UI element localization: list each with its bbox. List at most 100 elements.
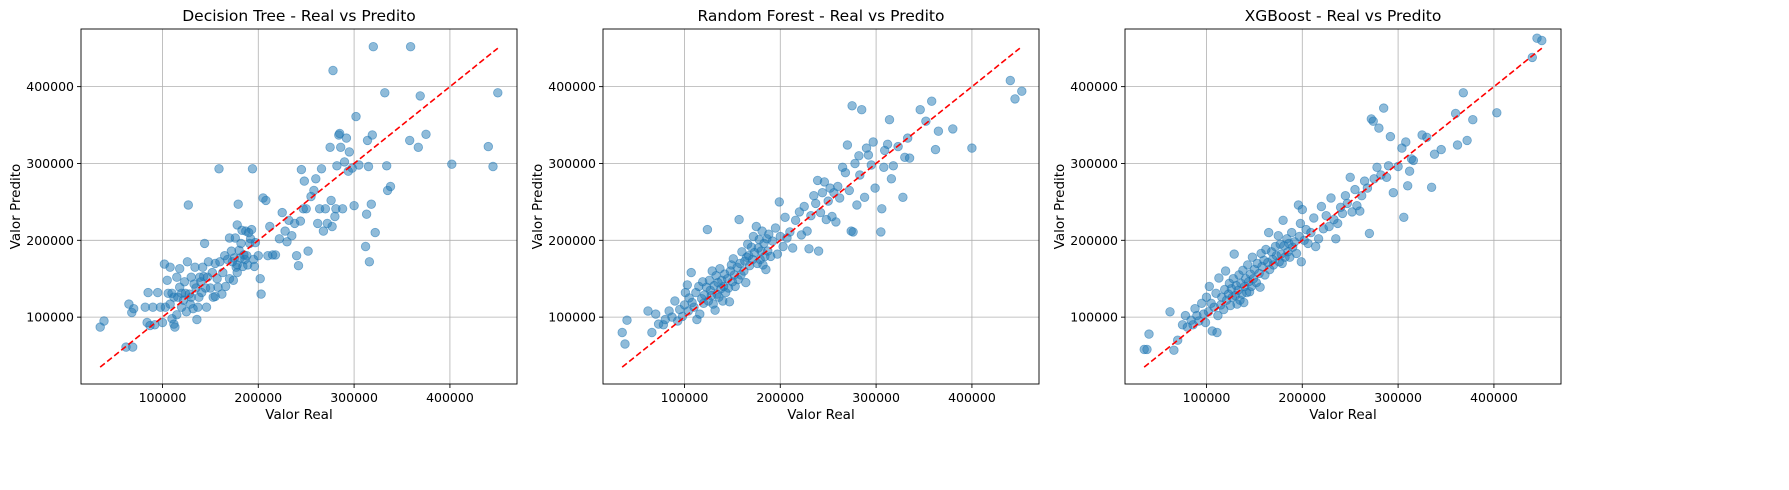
data-point xyxy=(866,160,877,170)
data-point xyxy=(1364,228,1375,239)
scatter-points xyxy=(95,42,503,352)
data-point xyxy=(174,264,185,274)
data-point xyxy=(833,181,843,192)
data-point xyxy=(318,226,329,236)
data-point xyxy=(311,174,321,184)
data-point xyxy=(933,126,944,136)
data-point xyxy=(301,204,311,214)
data-point xyxy=(366,199,377,209)
data-point xyxy=(291,250,302,261)
data-point xyxy=(848,227,858,237)
y-tick-label: 200000 xyxy=(548,233,596,248)
data-point xyxy=(197,262,208,272)
data-point xyxy=(854,151,864,161)
reference-line xyxy=(1143,47,1543,368)
data-point xyxy=(361,209,372,219)
x-tick-label: 100000 xyxy=(139,390,187,405)
data-point xyxy=(256,289,266,299)
data-point xyxy=(617,327,627,338)
data-point xyxy=(320,204,331,214)
data-point xyxy=(493,88,503,98)
data-point xyxy=(1355,206,1365,216)
data-point xyxy=(670,296,680,306)
data-point xyxy=(1229,249,1239,259)
x-tick-label: 300000 xyxy=(1374,390,1422,405)
data-point xyxy=(819,177,830,187)
data-point xyxy=(1214,273,1224,283)
data-point xyxy=(1291,248,1302,259)
reference-line xyxy=(99,47,499,368)
data-point xyxy=(811,198,821,209)
data-point xyxy=(253,250,263,261)
data-point xyxy=(1368,116,1378,126)
data-point xyxy=(622,315,632,325)
data-point xyxy=(415,91,425,101)
data-point xyxy=(857,104,867,115)
data-point xyxy=(888,161,899,171)
data-point xyxy=(157,317,168,328)
x-tick-label: 200000 xyxy=(1278,390,1326,405)
y-tick-label: 300000 xyxy=(26,156,74,171)
data-point xyxy=(172,310,182,320)
data-point xyxy=(313,218,323,229)
x-axis-label: Valor Real xyxy=(787,407,854,423)
data-point xyxy=(1383,161,1394,171)
data-point xyxy=(1010,94,1020,104)
data-point xyxy=(1263,227,1274,238)
data-point xyxy=(778,241,788,252)
x-tick-label: 400000 xyxy=(1470,390,1518,405)
x-axis-label: Valor Real xyxy=(1309,407,1376,423)
data-point xyxy=(172,272,182,282)
y-axis-label: Valor Predito xyxy=(530,164,546,250)
x-tick-label: 100000 xyxy=(1183,390,1231,405)
data-point xyxy=(677,311,688,322)
panel-xgboost: XGBoost - Real vs Predito Valor Real Val… xyxy=(1052,7,1562,423)
data-point xyxy=(230,233,241,243)
reference-line xyxy=(621,47,1021,368)
data-point xyxy=(183,200,194,210)
data-point xyxy=(647,327,657,338)
data-point xyxy=(299,176,310,186)
data-point xyxy=(447,159,457,169)
data-point xyxy=(277,207,287,218)
data-point xyxy=(1404,166,1415,176)
data-point xyxy=(341,133,352,143)
data-point xyxy=(799,201,809,212)
data-point xyxy=(1144,329,1154,339)
data-point xyxy=(193,302,203,312)
y-tick-label: 100000 xyxy=(548,310,596,325)
x-tick-label: 200000 xyxy=(234,390,282,405)
data-point xyxy=(316,164,327,174)
data-point xyxy=(761,264,771,275)
data-point xyxy=(349,200,359,211)
data-point xyxy=(870,183,880,193)
data-point xyxy=(1350,184,1360,195)
axes-frame xyxy=(80,28,518,385)
y-tick-label: 400000 xyxy=(548,79,596,94)
data-point xyxy=(1296,257,1307,267)
data-point xyxy=(201,302,212,312)
data-point xyxy=(382,161,392,171)
data-point xyxy=(1321,210,1331,221)
data-point xyxy=(967,143,977,153)
data-point xyxy=(282,237,292,247)
data-point xyxy=(1324,221,1334,232)
x-axis-label: Valor Real xyxy=(265,407,332,423)
data-point xyxy=(1242,260,1253,270)
data-point xyxy=(1204,281,1215,292)
data-point xyxy=(1332,218,1343,229)
data-point xyxy=(1247,252,1258,262)
data-point xyxy=(1331,234,1341,244)
data-point xyxy=(855,170,865,180)
data-point xyxy=(344,147,355,157)
data-point xyxy=(859,192,870,203)
data-point xyxy=(1492,108,1502,118)
panel-random-forest: Random Forest - Real vs Predito Valor Re… xyxy=(530,7,1040,423)
data-point xyxy=(863,150,874,160)
data-point xyxy=(1399,212,1409,223)
data-point xyxy=(165,262,175,272)
data-point xyxy=(1468,114,1478,125)
data-point xyxy=(1169,345,1179,355)
data-point xyxy=(1295,218,1306,229)
